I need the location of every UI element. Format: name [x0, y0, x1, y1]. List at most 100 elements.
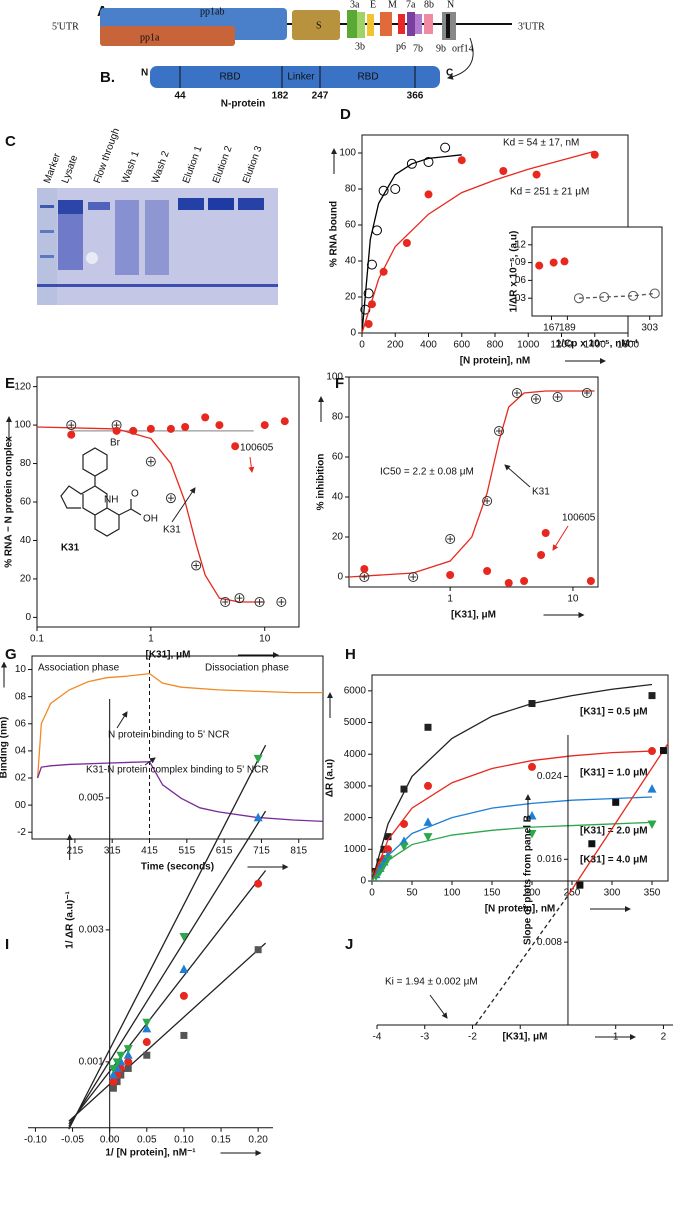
x-tick-label: 250	[564, 888, 581, 899]
x-tick-label: 215	[67, 846, 84, 857]
point	[254, 879, 263, 888]
dye-front	[37, 284, 278, 287]
gene	[100, 26, 235, 46]
x-tick-label: 1000	[517, 340, 540, 351]
x-tick-label: 1	[148, 634, 154, 645]
point	[532, 170, 541, 179]
protein-bar	[150, 66, 440, 88]
point	[201, 413, 210, 422]
point	[440, 142, 451, 153]
band	[145, 200, 169, 275]
y-tick-label: 09	[515, 257, 527, 268]
plot-frame	[371, 674, 669, 882]
point	[581, 388, 592, 398]
point	[549, 258, 558, 267]
point	[109, 1077, 118, 1086]
point	[234, 593, 245, 604]
x-tick-label: 189	[559, 323, 576, 334]
point	[590, 150, 599, 159]
legend-entry: [K31] = 4.0 μM	[580, 855, 648, 866]
point	[537, 551, 546, 559]
x-axis-label: [N protein], nM	[460, 356, 531, 367]
y-tick-label: 4000	[344, 749, 367, 760]
point	[254, 946, 262, 954]
x-tick-label: 1	[447, 594, 453, 605]
y-tick-label: 04	[15, 746, 27, 757]
y-tick-label: 0	[360, 876, 366, 887]
x-tick-label: -1	[516, 1032, 525, 1043]
fit-line	[567, 742, 669, 896]
x-tick-label: 200	[524, 888, 541, 899]
point	[511, 388, 522, 398]
point	[364, 320, 373, 328]
y-tick-label: 10	[15, 664, 27, 675]
point	[165, 493, 176, 504]
x-axis-label: 1/ [N protein], nM⁻¹	[105, 1148, 196, 1159]
lane-label: Wash 2	[150, 149, 172, 185]
lane-label: Elution 2	[211, 144, 235, 185]
plot-frame	[348, 376, 599, 588]
point	[359, 572, 370, 582]
arrow	[171, 487, 196, 523]
y-tick-label: 0.024	[537, 771, 562, 782]
point	[647, 820, 657, 829]
y-tick-label: 0	[25, 612, 31, 623]
gene	[407, 12, 415, 36]
gene	[347, 10, 357, 38]
artifact	[86, 252, 98, 264]
x-axis-label: [K31], μM	[502, 1032, 547, 1043]
point	[423, 817, 433, 826]
panel-label: E	[5, 375, 15, 392]
y-tick-label: 80	[345, 184, 357, 195]
point	[527, 829, 537, 839]
x-tick-label: 10	[259, 634, 271, 645]
panel-label: B.	[100, 69, 115, 86]
point	[116, 1051, 126, 1061]
y-tick-label: 12	[515, 239, 527, 250]
fit-line	[36, 672, 323, 779]
panel-label: D	[340, 106, 351, 123]
y-tick-label: 0.008	[537, 937, 562, 948]
y-tick-label: 1000	[344, 844, 367, 855]
plot-frame	[31, 655, 324, 840]
point	[260, 421, 269, 430]
atom-label: NH	[104, 495, 118, 506]
arrow	[144, 757, 156, 766]
point	[424, 723, 432, 731]
x-axis-label: [K31], μM	[451, 610, 496, 621]
y-tick-label: 40	[20, 535, 32, 546]
gene	[380, 12, 392, 36]
y-tick-label: 40	[345, 256, 357, 267]
y-tick-label: 0.003	[79, 925, 104, 936]
x-axis-label: [N protein], nM	[485, 904, 556, 915]
domain-label: Linker	[287, 72, 315, 83]
point	[143, 1051, 151, 1059]
band	[88, 202, 110, 210]
point	[628, 290, 639, 301]
position-label: 44	[174, 91, 186, 102]
band	[40, 255, 54, 258]
x-tick-label: 515	[178, 846, 195, 857]
lane-label: Elution 1	[181, 144, 205, 185]
y-tick-label: 02	[15, 773, 27, 784]
structure	[60, 447, 142, 537]
ladder	[37, 188, 57, 305]
gene-label: 3b	[355, 41, 365, 52]
gene-label: N	[447, 0, 454, 10]
annotation: K31	[163, 525, 181, 536]
gene-label: 7a	[406, 0, 416, 10]
y-tick-label: 06	[15, 718, 27, 729]
point	[215, 421, 224, 430]
point	[108, 1070, 118, 1079]
y-tick-label: 80	[20, 458, 32, 469]
point	[552, 392, 563, 402]
x-tick-label: 300	[604, 888, 621, 899]
gene-label: pp1a	[140, 32, 160, 43]
gene-label: 8b	[424, 0, 434, 10]
point	[280, 417, 289, 426]
y-tick-label: 06	[515, 275, 527, 286]
fit-line	[371, 750, 653, 882]
point	[179, 932, 189, 942]
y-tick-label: 60	[332, 452, 344, 463]
annotation: K31	[61, 543, 80, 554]
